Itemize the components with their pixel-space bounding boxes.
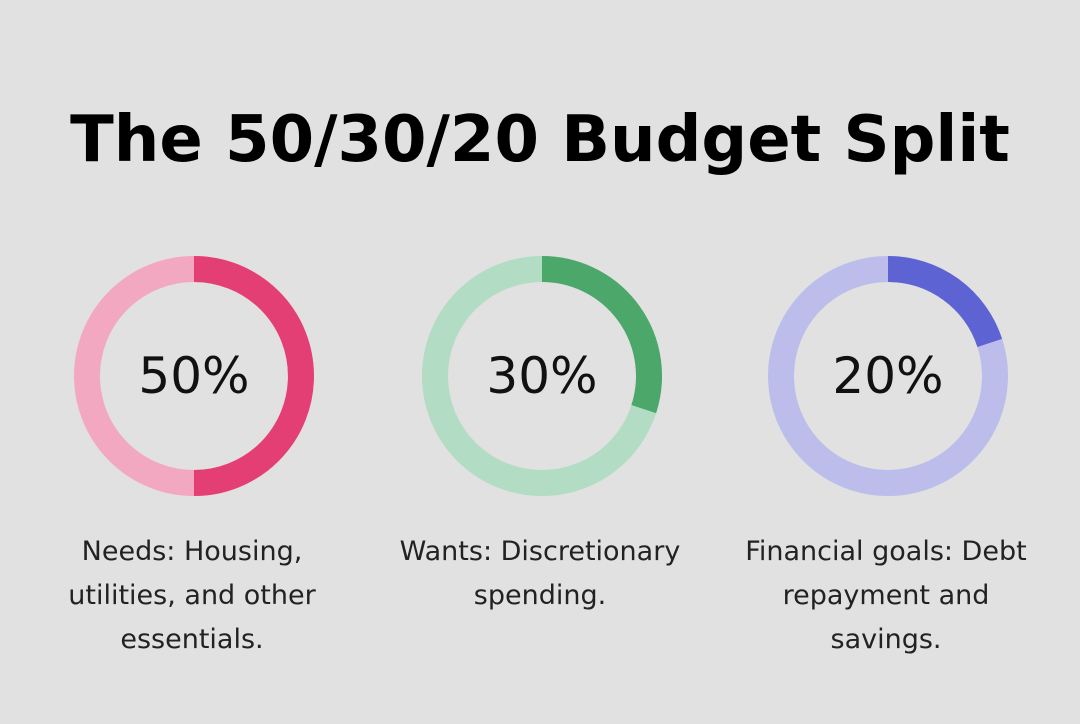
wants-donut-arc <box>541 256 662 414</box>
financial-goals-panel: 20% Financial goals: Debt repayment and … <box>726 254 1046 674</box>
financial-goals-donut-svg <box>768 256 1008 496</box>
financial-goals-caption: Financial goals: Debt repayment and savi… <box>745 536 1027 655</box>
needs-panel: 50% Needs: Housing, utilities, and other… <box>32 254 352 674</box>
wants-donut-chart: 30% <box>420 254 664 498</box>
financial-goals-percent-label: 20% <box>832 347 944 405</box>
wants-caption: Wants: Discretionary spending. <box>399 536 681 611</box>
wants-donut-svg <box>422 256 662 496</box>
page-title: The 50/30/20 Budget Split <box>70 103 1010 177</box>
needs-donut-arc <box>193 256 314 496</box>
wants-panel: 30% Wants: Discretionary spending. <box>380 254 700 674</box>
needs-donut-chart: 50% <box>72 254 316 498</box>
financial-goals-donut-arc <box>887 256 1003 348</box>
needs-percent-label: 50% <box>138 347 250 405</box>
needs-caption: Needs: Housing, utilities, and other ess… <box>68 536 316 655</box>
financial-goals-donut-chart: 20% <box>766 254 1010 498</box>
needs-donut-svg <box>74 256 314 496</box>
wants-percent-label: 30% <box>486 347 598 405</box>
